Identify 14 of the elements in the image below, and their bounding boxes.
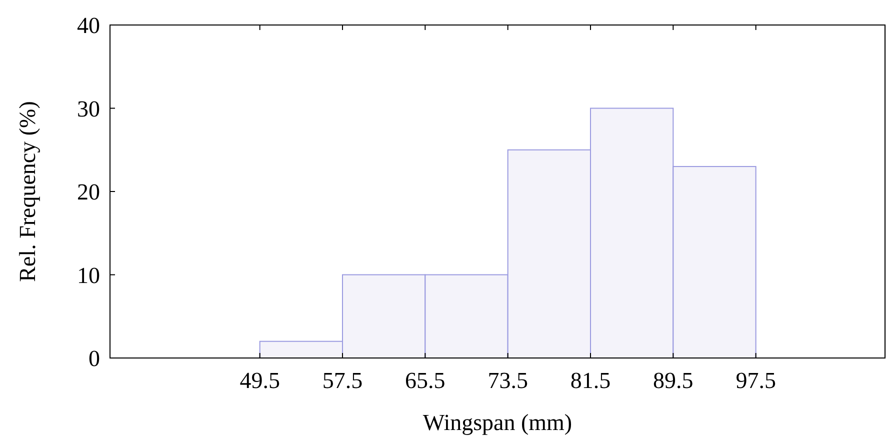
x-tick-label: 81.5 (570, 368, 611, 393)
x-tick-label: 89.5 (653, 368, 694, 393)
y-tick-label: 30 (77, 96, 100, 122)
y-tick-label: 20 (77, 180, 100, 205)
y-tick-label: 10 (77, 262, 100, 288)
x-tick-label: 57.5 (322, 368, 363, 393)
y-axis-title: Rel. Frequency (%) (15, 101, 40, 282)
x-tick-label: 97.5 (736, 368, 776, 393)
x-axis-title: Wingspan (mm) (422, 410, 572, 435)
x-tick-label: 73.5 (488, 368, 528, 393)
x-tick-label: 65.5 (405, 368, 446, 393)
x-tick-label: 49.5 (240, 368, 280, 393)
y-tick-label: 40 (77, 13, 100, 38)
y-tick-label: 0 (88, 346, 100, 372)
